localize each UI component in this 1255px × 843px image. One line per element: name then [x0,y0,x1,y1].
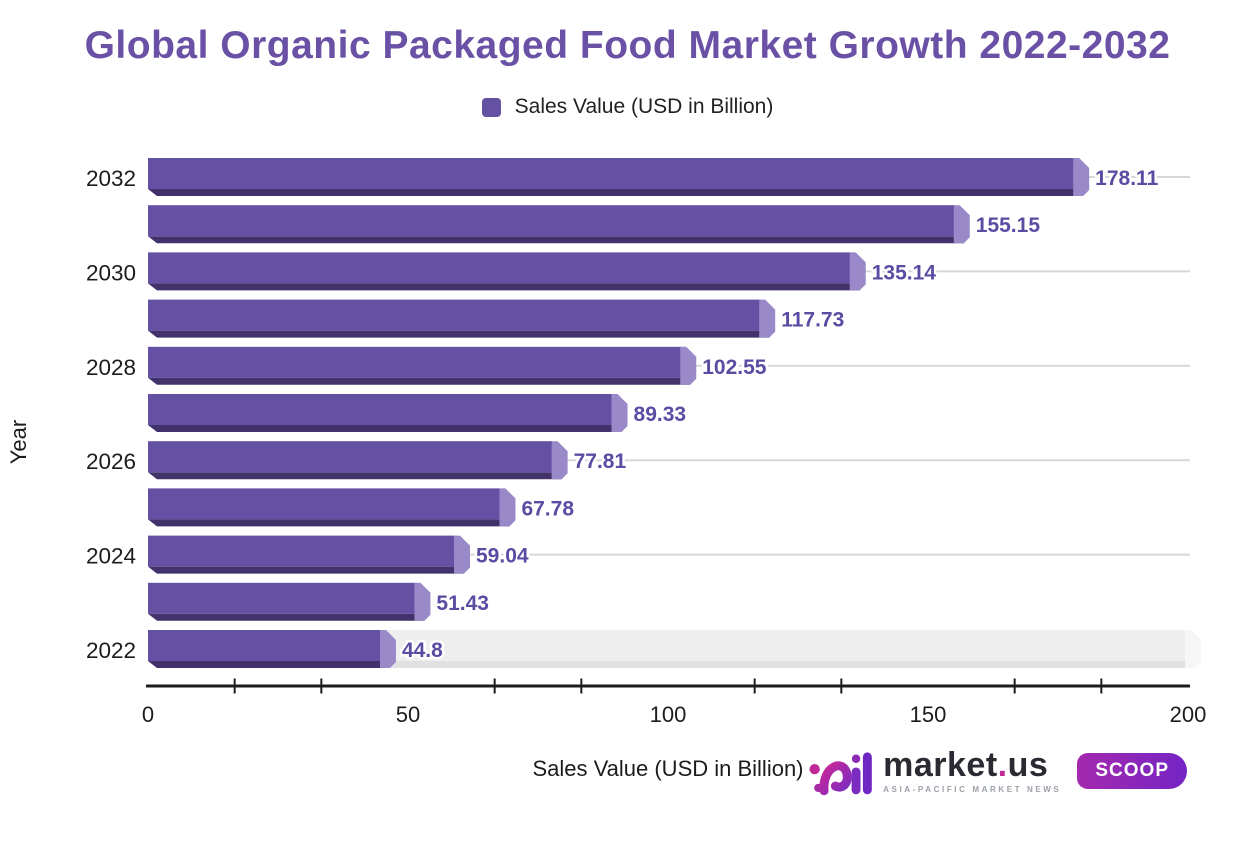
value-label-2025: 67.78 [521,497,574,520]
bar-2031-cap [953,205,970,244]
value-label-2026: 77.81 [574,450,627,473]
year-label-2024: 2024 [86,544,136,569]
bar-2023-shadow [148,613,425,621]
x-tick-label-0: 0 [142,702,154,727]
bar-2029-body [148,299,761,331]
value-label-2027: 89.33 [634,403,687,426]
year-label-2032: 2032 [86,166,136,191]
bar-2022-shadow [148,661,390,668]
bar-2030-shadow [148,283,860,291]
value-label-2023: 51.43 [436,592,489,615]
bar-2028-shadow [148,377,691,385]
marketus-logo-text: market.us ASIA-PACIFIC MARKET NEWS [883,745,1062,795]
bar-2022-body [148,630,381,661]
bar-2023-body [148,582,416,614]
bar-2031-body [148,205,955,237]
bar-2023-cap [414,582,431,621]
marketus-logo: market.us ASIA-PACIFIC MARKET NEWS SCOOP [809,742,1187,800]
legend: Sales Value (USD in Billion) [0,95,1255,119]
bar-2032-body [148,158,1075,189]
value-label-2029: 117.73 [781,309,844,332]
bar-2032-shadow [148,189,1084,196]
track-2022-cap [1185,630,1201,668]
bar-2025-body [148,488,501,520]
x-axis-title: Sales Value (USD in Billion) [532,756,804,781]
year-label-2022: 2022 [86,638,136,663]
bar-2024-body [148,535,456,567]
bar-2027-body [148,394,613,425]
bar-2025-cap [499,488,516,527]
bar-2024-shadow [148,566,465,574]
bar-chart: 178.11 2032 155.15 135.14 2030 117.73 102.55 20… [6,158,1207,727]
bar-2026-shadow [148,472,562,480]
year-label-2030: 2030 [86,260,136,285]
bar-2030-cap [849,252,866,291]
chart-title: Global Organic Packaged Food Market Grow… [84,24,1171,67]
x-tick-label-100: 100 [650,702,687,727]
bar-2025-shadow [148,519,510,527]
brand-dot: . [997,745,1008,784]
bar-2026-body [148,441,553,473]
value-label-2030: 135.14 [872,261,937,284]
bar-2027-cap [611,394,628,432]
value-label-2031: 155.15 [976,214,1041,237]
track-2022-shadow [148,661,1195,668]
bar-2026-cap [551,441,568,480]
bar-2022-cap [379,630,396,668]
bar-2031-shadow [148,236,964,244]
bar-2024-cap [454,535,471,574]
bar-2029-cap [759,299,776,338]
brand-name: market.us [883,745,1049,784]
legend-label: Sales Value (USD in Billion) [514,95,774,118]
value-label-2024: 59.04 [476,545,529,568]
brand-subtitle: ASIA-PACIFIC MARKET NEWS [883,785,1062,795]
bar-2030-body [148,252,851,284]
value-label-2028: 102.55 [702,356,767,379]
bar-2032-cap [1073,158,1090,196]
bar-2028-cap [680,346,697,385]
x-tick-label-50: 50 [396,702,420,727]
legend-swatch [481,97,501,117]
bar-2029-shadow [148,330,770,338]
value-label-2032: 178.11 [1095,167,1158,190]
bar-2028-body [148,346,682,378]
x-tick-label-200: 200 [1170,702,1207,727]
scoop-badge: SCOOP [1077,753,1187,789]
x-tick-label-150: 150 [910,702,947,727]
year-label-2028: 2028 [86,355,136,380]
y-axis-title: Year [6,420,31,464]
year-label-2026: 2026 [86,449,136,474]
bar-2027-shadow [148,425,622,432]
value-label-2022: 44.8 [402,639,443,662]
marketus-logo-icon [809,752,872,796]
